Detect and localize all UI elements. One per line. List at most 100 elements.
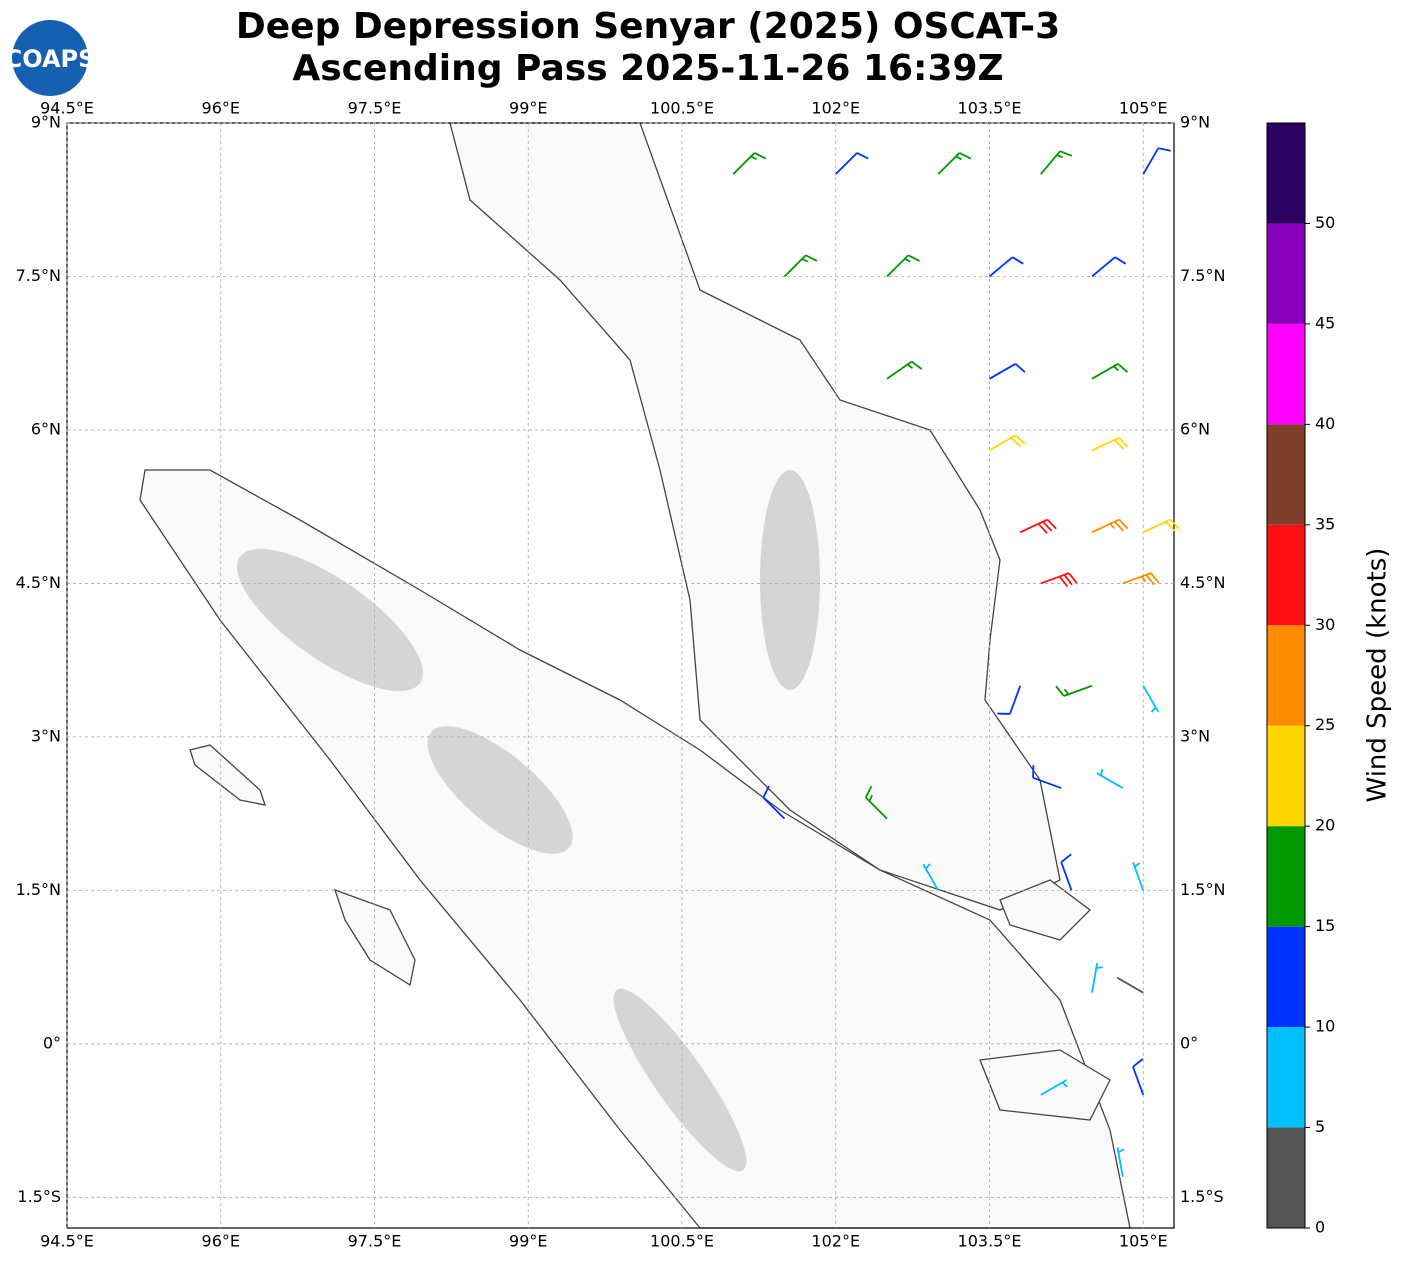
logo-text: COAPS xyxy=(5,45,96,73)
x-tick-label: 100.5°E xyxy=(650,1232,714,1251)
y-tick-label: 4.5°N xyxy=(16,573,61,592)
logo: COAPS xyxy=(5,20,96,96)
x-tick-label: 105°E xyxy=(1119,1232,1168,1251)
island xyxy=(979,1049,1111,1121)
logo-globe xyxy=(12,20,88,96)
colorbar-frame xyxy=(1266,122,1306,1229)
colorbar-segment xyxy=(1267,424,1305,525)
y-tick-label: 1.5°S xyxy=(1180,1187,1224,1206)
wind-barb xyxy=(1091,436,1129,452)
wind-barb xyxy=(1142,685,1160,713)
colorbar-segment xyxy=(1267,323,1305,425)
colorbar-segment xyxy=(1267,1127,1305,1228)
colorbar-segment xyxy=(1267,625,1305,726)
x-tick-label: 99°E xyxy=(509,1232,547,1251)
island xyxy=(189,744,266,806)
x-tick-label: 103.5°E xyxy=(958,99,1022,118)
x-tick-label: 96°E xyxy=(202,1232,240,1251)
wind-barb xyxy=(1116,1147,1125,1177)
y-tick-label: 6°N xyxy=(31,419,61,438)
y-tick-label: 6°N xyxy=(1180,419,1210,438)
colorbar-segment xyxy=(1267,725,1305,827)
x-tick-label: 97.5°E xyxy=(348,99,402,118)
terrain-shade xyxy=(427,726,573,854)
x-tick-label: 103.5°E xyxy=(958,1232,1022,1251)
island xyxy=(333,888,416,987)
terrain-shade xyxy=(237,548,423,692)
sumatra xyxy=(139,469,1131,1229)
x-tick-label: 94.5°E xyxy=(40,1232,94,1251)
y-tick-label: 3°N xyxy=(31,726,61,745)
wind-barb xyxy=(988,256,1024,278)
wind-barb xyxy=(1019,518,1057,534)
x-tick-label: 94.5°E xyxy=(40,99,94,118)
x-tick-label: 105°E xyxy=(1119,99,1168,118)
y-tick-label: 7.5°N xyxy=(1180,266,1225,285)
y-tick-label: 9°N xyxy=(31,113,61,132)
wind-barb xyxy=(922,863,940,891)
wind-barb xyxy=(762,785,786,820)
x-tick-label: 99°E xyxy=(509,99,547,118)
colorbar-tick-label: 30 xyxy=(1315,615,1335,634)
wind-barb xyxy=(732,152,767,175)
y-tick-label: 0° xyxy=(1180,1033,1198,1052)
wind-barb xyxy=(1096,769,1124,789)
title: Deep Depression Senyar (2025) OSCAT-3 xyxy=(236,6,1060,47)
wind-barb xyxy=(835,152,869,175)
wind-barb xyxy=(1132,861,1145,891)
colorbar-label: Wind Speed (knots) xyxy=(1363,548,1393,803)
wind-barb xyxy=(886,254,920,278)
wind-barb xyxy=(997,685,1022,715)
terrain xyxy=(237,470,820,1172)
terrain-shade xyxy=(760,470,820,690)
wind-barb xyxy=(937,152,972,175)
y-tick-label: 1.5°S xyxy=(17,1187,61,1206)
wind-barb xyxy=(1040,150,1073,175)
colorbar-tick-label: 45 xyxy=(1315,313,1335,332)
wind-barb xyxy=(1040,1079,1068,1096)
wind-barb xyxy=(1091,363,1129,380)
colorbar-segment xyxy=(1267,524,1305,626)
colorbar-tick-label: 35 xyxy=(1315,514,1335,533)
x-tick-label: 100.5°E xyxy=(650,99,714,118)
wind-barb xyxy=(1091,518,1129,534)
colorbar-segment xyxy=(1267,1027,1305,1128)
wind-barb xyxy=(1122,572,1160,586)
colorbar-tick-label: 0 xyxy=(1315,1218,1325,1237)
subtitle: Ascending Pass 2025-11-26 16:39Z xyxy=(292,48,1003,89)
y-tick-label: 7.5°N xyxy=(16,266,61,285)
terrain-shade xyxy=(613,988,747,1172)
wind-barb xyxy=(1116,976,1144,994)
island xyxy=(999,879,1091,941)
wind-barb xyxy=(783,254,818,278)
colorbar-tick-label: 50 xyxy=(1315,213,1335,232)
x-tick-label: 96°E xyxy=(202,99,240,118)
colorbar-segment xyxy=(1267,123,1305,224)
wind-barb xyxy=(886,360,923,380)
wind-barb xyxy=(1142,518,1180,534)
wind-barb xyxy=(989,363,1026,380)
wind-barb xyxy=(1060,853,1073,891)
colorbar-tick-label: 15 xyxy=(1315,916,1335,935)
land xyxy=(139,122,1131,1229)
y-tick-label: 0° xyxy=(43,1033,61,1052)
wind-barb xyxy=(1142,147,1171,175)
x-tick-label: 102°E xyxy=(811,99,860,118)
colorbar-tick-label: 20 xyxy=(1315,816,1335,835)
wind-barb xyxy=(1032,765,1062,789)
wind-barb xyxy=(1132,1058,1145,1096)
wind-barb xyxy=(1091,962,1103,993)
malay-peninsula xyxy=(449,122,1061,911)
wind-barb xyxy=(1040,572,1078,588)
wind-barb xyxy=(1091,256,1127,278)
wind-barb xyxy=(864,785,888,820)
x-tick-label: 102°E xyxy=(811,1232,860,1251)
colorbar-tick-label: 5 xyxy=(1315,1117,1325,1136)
colorbar-segment xyxy=(1267,223,1305,324)
colorbar-tick-label: 10 xyxy=(1315,1017,1335,1036)
colorbar-segment xyxy=(1267,926,1305,1028)
wind-barb xyxy=(1055,684,1093,697)
colorbar-tick-label: 25 xyxy=(1315,715,1335,734)
